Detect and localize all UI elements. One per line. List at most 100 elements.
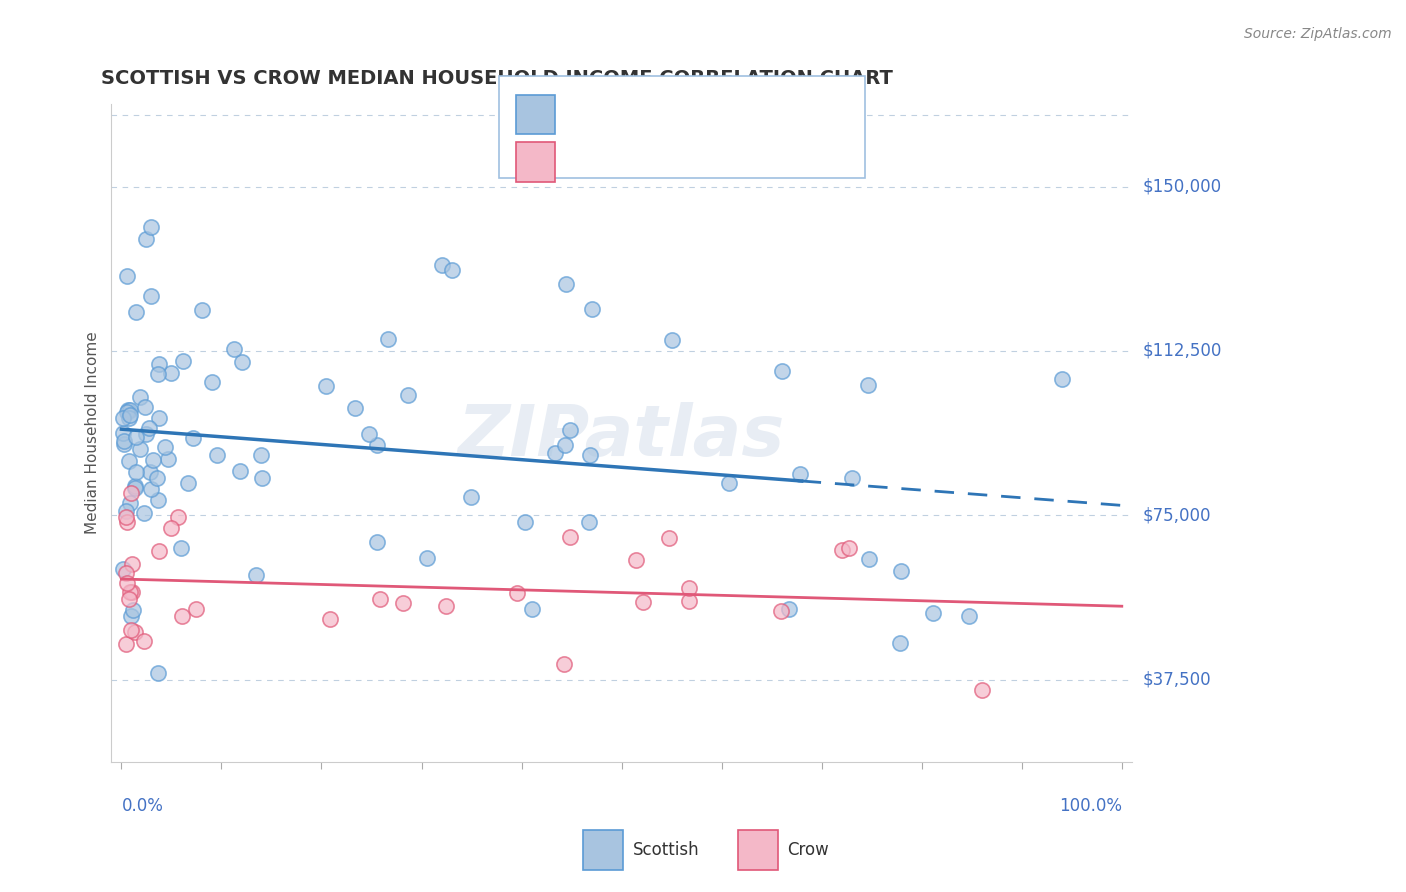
Crow bbox=[115, 566, 138, 580]
Scottish bbox=[118, 411, 141, 425]
Scottish bbox=[957, 609, 980, 624]
Crow bbox=[972, 683, 994, 698]
Scottish bbox=[513, 515, 536, 529]
Scottish bbox=[207, 448, 229, 462]
Scottish bbox=[142, 453, 165, 467]
Scottish bbox=[112, 411, 135, 425]
Scottish bbox=[176, 475, 198, 490]
Scottish bbox=[156, 451, 179, 466]
Crow bbox=[121, 585, 143, 599]
Crow bbox=[118, 585, 141, 599]
Text: R = -0.246   N = 88: R = -0.246 N = 88 bbox=[567, 106, 730, 124]
Crow bbox=[115, 576, 138, 591]
Crow bbox=[148, 544, 170, 558]
Scottish bbox=[778, 602, 800, 616]
Scottish bbox=[554, 277, 576, 291]
Scottish bbox=[122, 603, 145, 617]
Scottish bbox=[148, 410, 170, 425]
Crow bbox=[170, 609, 193, 624]
Text: Source: ZipAtlas.com: Source: ZipAtlas.com bbox=[1244, 27, 1392, 41]
Scottish bbox=[440, 262, 463, 277]
Scottish bbox=[118, 453, 141, 467]
Scottish bbox=[115, 268, 138, 283]
Scottish bbox=[890, 564, 912, 578]
Scottish bbox=[120, 496, 142, 510]
Text: Scottish: Scottish bbox=[633, 841, 699, 859]
Crow bbox=[631, 595, 654, 609]
Scottish bbox=[581, 302, 603, 317]
Crow bbox=[392, 596, 415, 610]
Scottish bbox=[416, 551, 439, 566]
Crow bbox=[132, 633, 155, 648]
Scottish bbox=[146, 493, 169, 508]
Crow bbox=[626, 553, 648, 567]
Scottish bbox=[245, 568, 267, 582]
Crow bbox=[167, 510, 190, 524]
Scottish bbox=[146, 368, 169, 382]
Scottish bbox=[138, 420, 160, 434]
Scottish bbox=[250, 471, 273, 485]
Scottish bbox=[120, 608, 142, 623]
Scottish bbox=[717, 475, 740, 490]
Text: 0.0%: 0.0% bbox=[121, 797, 163, 814]
Scottish bbox=[661, 333, 683, 347]
Scottish bbox=[841, 471, 863, 485]
Crow bbox=[838, 541, 860, 556]
Crow bbox=[159, 521, 181, 535]
Scottish bbox=[359, 427, 381, 442]
Scottish bbox=[112, 437, 135, 451]
Scottish bbox=[125, 430, 148, 444]
Text: 100.0%: 100.0% bbox=[1059, 797, 1122, 814]
Crow bbox=[368, 592, 391, 607]
Scottish bbox=[118, 403, 141, 417]
Crow bbox=[506, 586, 529, 600]
Scottish bbox=[125, 305, 148, 319]
Text: Crow: Crow bbox=[787, 841, 830, 859]
Crow bbox=[115, 637, 138, 651]
Scottish bbox=[124, 481, 146, 495]
Scottish bbox=[396, 388, 419, 402]
Crow bbox=[124, 625, 146, 640]
Scottish bbox=[1050, 372, 1073, 386]
Text: $150,000: $150,000 bbox=[1143, 178, 1222, 195]
Crow bbox=[186, 602, 208, 616]
Text: SCOTTISH VS CROW MEDIAN HOUSEHOLD INCOME CORRELATION CHART: SCOTTISH VS CROW MEDIAN HOUSEHOLD INCOME… bbox=[101, 69, 893, 87]
Scottish bbox=[112, 434, 135, 448]
Scottish bbox=[250, 448, 273, 462]
Crow bbox=[319, 612, 342, 626]
Y-axis label: Median Household Income: Median Household Income bbox=[86, 332, 100, 534]
Scottish bbox=[315, 378, 337, 392]
Scottish bbox=[146, 471, 169, 485]
Scottish bbox=[112, 562, 135, 576]
Scottish bbox=[139, 220, 162, 235]
Scottish bbox=[200, 375, 222, 389]
Scottish bbox=[117, 405, 139, 419]
Scottish bbox=[430, 259, 453, 273]
Scottish bbox=[231, 355, 253, 369]
Scottish bbox=[114, 504, 136, 518]
Scottish bbox=[522, 602, 544, 616]
Scottish bbox=[128, 390, 150, 404]
Scottish bbox=[148, 666, 170, 681]
Scottish bbox=[858, 378, 880, 392]
Crow bbox=[115, 509, 138, 524]
Scottish bbox=[889, 636, 911, 650]
Scottish bbox=[118, 408, 141, 422]
Crow bbox=[121, 557, 143, 571]
Scottish bbox=[578, 515, 600, 529]
Scottish bbox=[366, 534, 388, 549]
Scottish bbox=[544, 446, 567, 460]
Scottish bbox=[124, 479, 146, 493]
Crow bbox=[120, 486, 142, 500]
Crow bbox=[553, 657, 575, 671]
Scottish bbox=[132, 507, 155, 521]
Scottish bbox=[922, 606, 945, 620]
Crow bbox=[658, 531, 681, 545]
Scottish bbox=[460, 490, 482, 504]
Scottish bbox=[344, 401, 367, 415]
Scottish bbox=[148, 357, 170, 371]
Scottish bbox=[153, 440, 176, 454]
Scottish bbox=[159, 366, 181, 380]
Text: $37,500: $37,500 bbox=[1143, 671, 1212, 689]
Scottish bbox=[112, 426, 135, 441]
